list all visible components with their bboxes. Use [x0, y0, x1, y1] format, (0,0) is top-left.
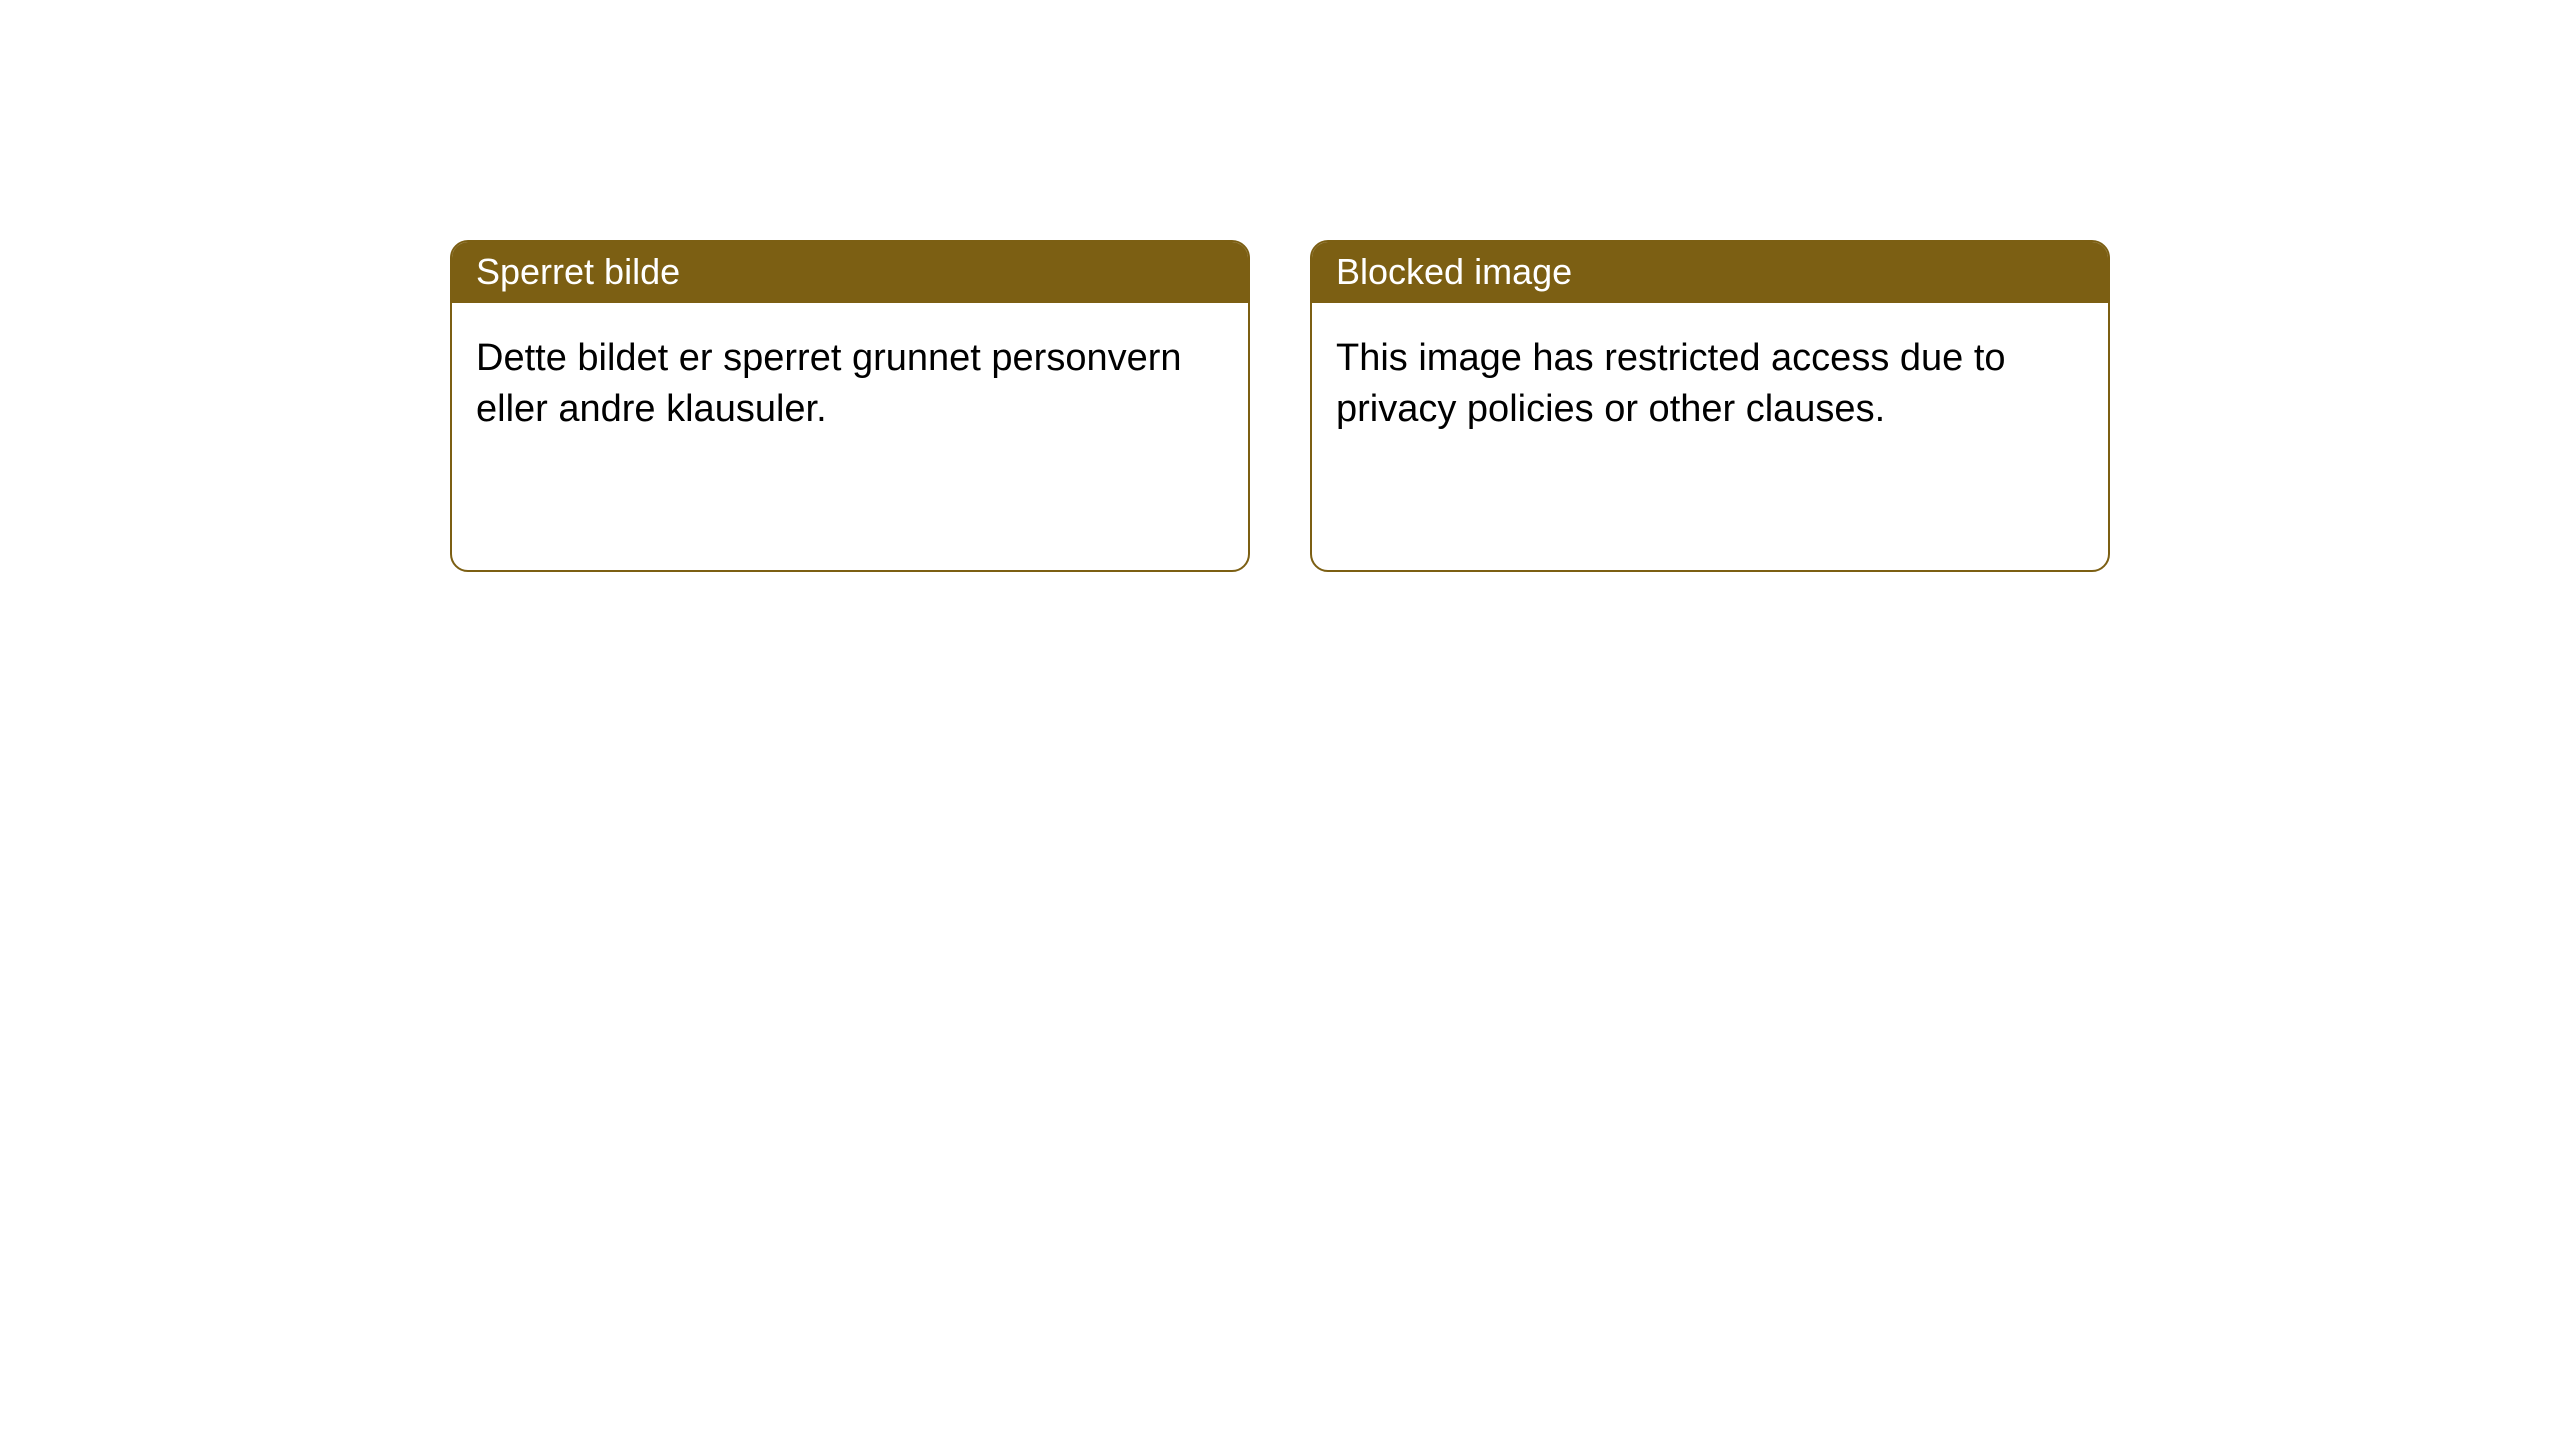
card-body-text: This image has restricted access due to …: [1336, 337, 2006, 430]
card-header: Blocked image: [1312, 242, 2108, 303]
blocked-image-card-norwegian: Sperret bilde Dette bildet er sperret gr…: [450, 240, 1250, 572]
card-body: Dette bildet er sperret grunnet personve…: [452, 303, 1248, 466]
card-header: Sperret bilde: [452, 242, 1248, 303]
card-body: This image has restricted access due to …: [1312, 303, 2108, 466]
card-body-text: Dette bildet er sperret grunnet personve…: [476, 337, 1182, 430]
card-title: Sperret bilde: [476, 251, 680, 292]
blocked-image-card-english: Blocked image This image has restricted …: [1310, 240, 2110, 572]
card-title: Blocked image: [1336, 251, 1572, 292]
notice-container: Sperret bilde Dette bildet er sperret gr…: [0, 0, 2560, 572]
